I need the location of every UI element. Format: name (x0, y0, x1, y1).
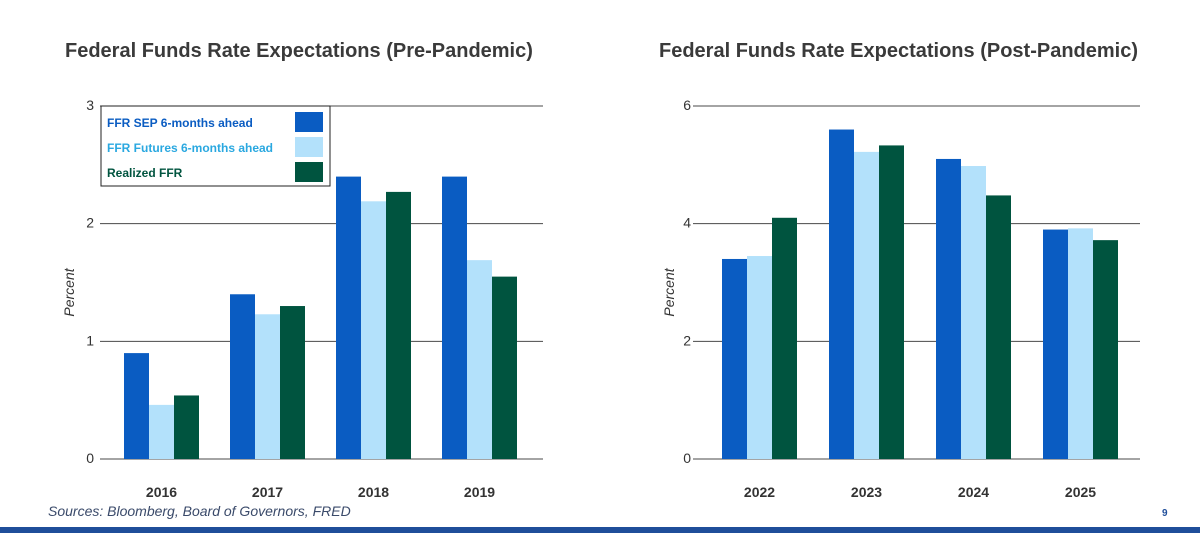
bar-2022-ffr-sep-6-months-ahead (722, 258, 747, 459)
x-tick-label: 2017 (252, 484, 283, 500)
x-tick-label: 2023 (851, 484, 882, 500)
y-tick-label: 0 (86, 450, 94, 466)
bar-2017-realized-ffr (280, 306, 305, 459)
page-number: 9 (1162, 508, 1168, 519)
bar-2018-ffr-futures-6-months-ahead (361, 201, 386, 459)
y-tick-label: 2 (86, 215, 94, 231)
chart-title-post-pandemic: Federal Funds Rate Expectations (Post-Pa… (659, 40, 1138, 62)
bottom-rule (0, 527, 1200, 533)
legend-label: FFR SEP 6-months ahead (107, 116, 253, 130)
y-tick-label: 4 (683, 215, 691, 231)
y-tick-label: 1 (86, 332, 94, 348)
bar-2024-realized-ffr (986, 195, 1011, 459)
x-tick-label: 2019 (464, 484, 495, 500)
bar-2024-ffr-sep-6-months-ahead (936, 158, 961, 459)
bar-2016-ffr-sep-6-months-ahead (124, 353, 149, 459)
legend-swatch (295, 112, 323, 132)
y-tick-label: 6 (683, 97, 691, 113)
bar-2019-ffr-futures-6-months-ahead (467, 260, 492, 459)
bar-2022-realized-ffr (772, 217, 797, 459)
x-tick-label: 2025 (1065, 484, 1096, 500)
x-tick-label: 2022 (744, 484, 775, 500)
y-tick-label: 3 (86, 97, 94, 113)
bar-2018-realized-ffr (386, 191, 411, 459)
bar-2019-ffr-sep-6-months-ahead (442, 176, 467, 459)
bar-2023-realized-ffr (879, 145, 904, 459)
y-tick-label: 0 (683, 450, 691, 466)
bar-2025-ffr-sep-6-months-ahead (1043, 229, 1068, 459)
source-note: Sources: Bloomberg, Board of Governors, … (48, 503, 351, 519)
bar-2022-ffr-futures-6-months-ahead (747, 256, 772, 459)
bar-2017-ffr-sep-6-months-ahead (230, 294, 255, 459)
legend-box (100, 105, 331, 187)
y-axis-label: Percent (61, 267, 77, 316)
bar-2019-realized-ffr (492, 276, 517, 459)
bar-2023-ffr-sep-6-months-ahead (829, 129, 854, 460)
legend-swatch (295, 137, 323, 157)
y-tick-label: 2 (683, 332, 691, 348)
legend-label: FFR Futures 6-months ahead (107, 141, 273, 155)
x-tick-label: 2024 (958, 484, 989, 500)
bar-2024-ffr-futures-6-months-ahead (961, 166, 986, 459)
bar-2018-ffr-sep-6-months-ahead (336, 176, 361, 459)
legend-swatch (295, 162, 323, 182)
y-axis-label: Percent (661, 267, 677, 316)
bar-2017-ffr-futures-6-months-ahead (255, 314, 280, 459)
bar-2016-realized-ffr (174, 395, 199, 459)
bar-2023-ffr-futures-6-months-ahead (854, 151, 879, 459)
chart-title-pre-pandemic: Federal Funds Rate Expectations (Pre-Pan… (65, 40, 533, 62)
legend-label: Realized FFR (107, 166, 183, 180)
x-tick-label: 2018 (358, 484, 389, 500)
bar-2025-ffr-futures-6-months-ahead (1068, 228, 1093, 459)
bar-2025-realized-ffr (1093, 240, 1118, 459)
bar-2016-ffr-futures-6-months-ahead (149, 404, 174, 459)
x-tick-label: 2016 (146, 484, 177, 500)
